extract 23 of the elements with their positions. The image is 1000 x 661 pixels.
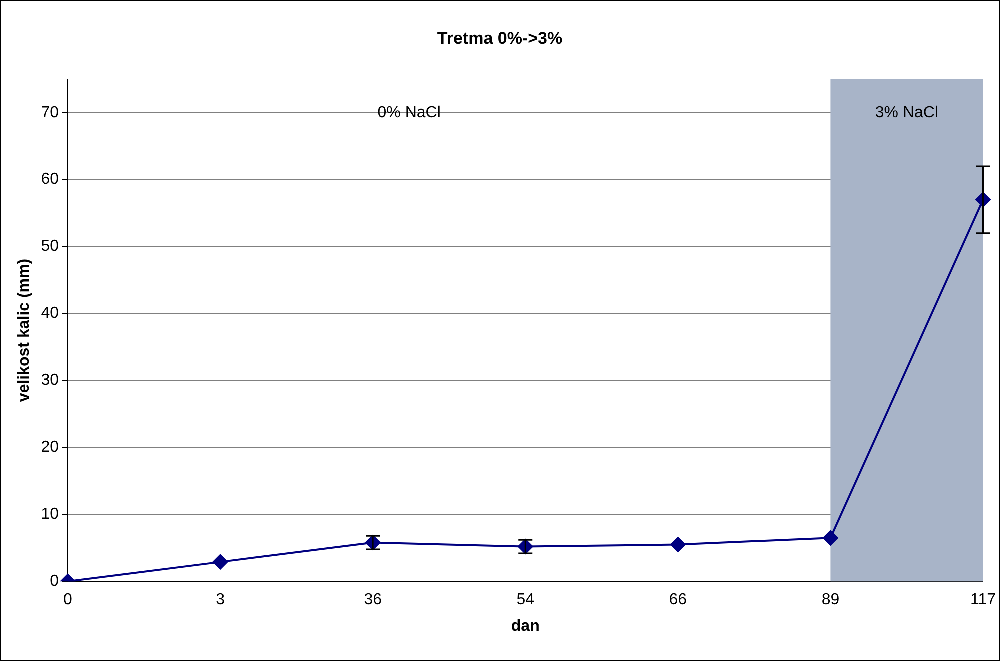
point <box>822 530 839 546</box>
point <box>212 554 229 570</box>
y-axis-title: velikost kalic (mm) <box>16 258 34 402</box>
y-tick-label: 0 <box>50 573 60 590</box>
x-tick-label: 36 <box>364 592 382 609</box>
y-tick-label: 30 <box>41 372 60 390</box>
y-tick-label: 20 <box>41 439 60 456</box>
y-tick-label: 50 <box>41 238 60 256</box>
chart-title: Tretma 0%->3% <box>437 28 563 48</box>
annotation: 0% NaCl <box>378 104 441 122</box>
x-tick-label: 0 <box>64 592 73 609</box>
y-tick-label: 10 <box>41 506 60 524</box>
band-label: 3% NaCl <box>875 104 939 122</box>
y-tick-label: 40 <box>41 305 60 322</box>
point <box>670 536 686 553</box>
y-tick-label: 70 <box>41 104 60 122</box>
x-tick-label: 89 <box>822 592 840 609</box>
x-tick-label: 3 <box>216 592 226 609</box>
x-tick-label: 54 <box>516 592 535 609</box>
x-tick-label: 66 <box>669 592 688 609</box>
x-axis-title: dan <box>511 618 540 635</box>
y-tick-label: 60 <box>41 171 60 188</box>
x-tick-label: 117 <box>970 592 996 609</box>
